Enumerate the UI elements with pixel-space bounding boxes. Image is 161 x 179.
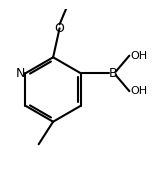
Text: O: O [55,22,65,35]
Text: OH: OH [130,86,147,96]
Text: N: N [16,67,25,80]
Text: B: B [109,67,118,80]
Text: OH: OH [130,51,147,61]
